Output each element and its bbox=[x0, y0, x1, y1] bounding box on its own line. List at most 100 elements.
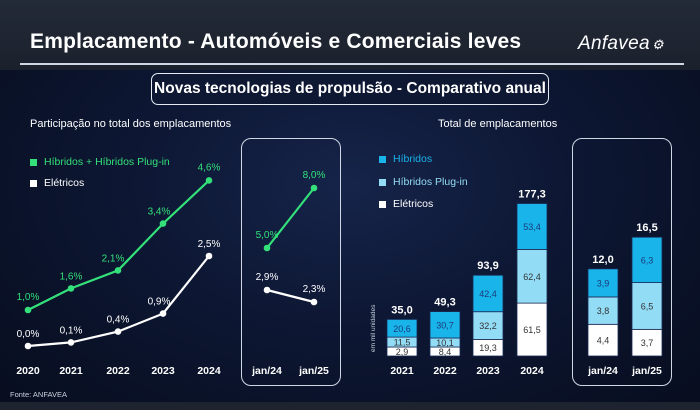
bar-value-label: 42,4 bbox=[479, 289, 497, 299]
x-tick-label: 2024 bbox=[197, 365, 221, 377]
x-tick-label: 2023 bbox=[476, 365, 500, 377]
x-tick-label: 2022 bbox=[433, 365, 457, 377]
bar-segment bbox=[516, 249, 548, 304]
bar-value-label: 6,5 bbox=[641, 301, 654, 311]
data-label: 2,5% bbox=[198, 239, 221, 250]
bar-total-label: 16,5 bbox=[636, 222, 657, 234]
data-point bbox=[310, 298, 318, 306]
bar-value-label: 20,6 bbox=[393, 324, 411, 334]
bar-segment bbox=[631, 282, 663, 330]
data-point bbox=[205, 177, 213, 184]
data-point bbox=[67, 339, 75, 346]
data-label: 2,1% bbox=[102, 253, 125, 264]
bar-value-label: 53,4 bbox=[523, 222, 541, 232]
data-point bbox=[159, 220, 167, 227]
right-chart-title: Total de emplacamentos bbox=[438, 118, 558, 130]
x-tick-label: 2020 bbox=[16, 365, 40, 377]
bar-total-label: 93,9 bbox=[477, 260, 498, 272]
data-point bbox=[114, 267, 122, 274]
bar-segment bbox=[516, 302, 548, 357]
x-tick-label: 2024 bbox=[520, 365, 544, 377]
data-point bbox=[263, 286, 271, 294]
bar-total-label: 12,0 bbox=[592, 254, 613, 266]
page-title: Emplacamento - Automóveis e Comerciais l… bbox=[30, 30, 522, 53]
bar-value-label: 61,5 bbox=[523, 325, 541, 335]
left-chart-title: Participação no total dos emplacamentos bbox=[30, 118, 232, 130]
data-point bbox=[159, 310, 167, 317]
legend-label: Híbridos Plug-in bbox=[393, 176, 468, 189]
data-point bbox=[24, 306, 32, 314]
title-divider bbox=[20, 63, 684, 65]
data-label: 4,6% bbox=[198, 162, 221, 173]
legend-electric-right: Elétricos bbox=[379, 198, 433, 210]
x-tick-label: jan/25 bbox=[631, 365, 662, 377]
data-label: 5,0% bbox=[256, 230, 279, 241]
brand-name: Anfavea bbox=[578, 33, 650, 54]
legend-electric-left: Elétricos bbox=[30, 177, 84, 189]
data-label: 2,9% bbox=[256, 272, 279, 283]
legend-swatch-white bbox=[379, 200, 386, 208]
data-point bbox=[205, 252, 213, 260]
bar-value-label: 19,3 bbox=[479, 343, 497, 353]
bar-value-label: 62,4 bbox=[523, 272, 541, 282]
bar-total-label: 177,3 bbox=[518, 189, 546, 201]
bar-value-label: 10,1 bbox=[436, 338, 454, 348]
header-bar bbox=[0, 0, 700, 70]
legend-label: Elétricos bbox=[44, 177, 85, 190]
bar-segment bbox=[587, 296, 619, 325]
bar-value-label: 3,8 bbox=[597, 306, 610, 316]
subtitle-box: Novas tecnologias de propulsão - Compara… bbox=[151, 73, 549, 105]
data-label: 0,4% bbox=[107, 315, 130, 326]
legend-swatch-white bbox=[30, 179, 37, 187]
total-jan-bar-chart: 4,4 3,8 3,9 12,0 jan/24 3,7 6,5 6,3 16,5 jan/25 bbox=[587, 222, 663, 377]
data-label: 0,1% bbox=[60, 325, 83, 336]
bar-value-label: 4,4 bbox=[597, 336, 610, 346]
data-point bbox=[310, 184, 318, 192]
legend-label: Híbridos + Híbridos Plug-in bbox=[44, 156, 170, 169]
bar-value-label: 3,7 bbox=[641, 338, 654, 348]
legend-label: Elétricos bbox=[393, 198, 434, 211]
x-tick-label: 2023 bbox=[151, 365, 175, 377]
series-line-hybrid bbox=[266, 187, 315, 249]
bar-value-label: 8,4 bbox=[439, 347, 452, 357]
data-label: 1,6% bbox=[60, 271, 83, 282]
x-tick-label: 2022 bbox=[106, 365, 130, 377]
bar-total-label: 49,3 bbox=[434, 297, 455, 309]
participation-line-chart: 1,0% 1,6% 2,1% 3,4% 4,6% 0,0% 0,1% 0,4% 0,9% 2,5%… bbox=[16, 162, 221, 377]
bar-value-label: 2,9 bbox=[396, 347, 409, 357]
x-tick-label: 2021 bbox=[59, 365, 83, 377]
data-label: 2,3% bbox=[303, 284, 326, 295]
bar-segment bbox=[631, 236, 663, 283]
data-label: 1,0% bbox=[17, 292, 40, 303]
bar-value-label: 32,2 bbox=[479, 321, 497, 331]
data-point bbox=[263, 244, 271, 252]
right-jan-panel bbox=[572, 138, 672, 386]
data-label: 0,9% bbox=[148, 297, 171, 308]
data-point bbox=[24, 342, 32, 350]
footer-strip bbox=[0, 402, 700, 410]
bar-segment bbox=[516, 203, 548, 250]
legend-swatch-blue bbox=[379, 155, 386, 163]
x-tick-label: jan/24 bbox=[251, 365, 282, 377]
brand-logo: Anfavea ⚙ bbox=[578, 33, 664, 55]
bar-segment bbox=[472, 311, 504, 340]
data-point bbox=[67, 285, 75, 292]
bar-segment bbox=[631, 328, 663, 357]
y-axis-label: em mil unidades bbox=[370, 304, 377, 352]
bar-value-label: 11,5 bbox=[394, 338, 411, 348]
legend-swatch-green bbox=[30, 158, 37, 166]
bar-value-label: 3,9 bbox=[597, 278, 610, 288]
legend-plugin: Híbridos Plug-in bbox=[379, 176, 468, 188]
gear-icon: ⚙ bbox=[651, 37, 664, 52]
legend-hibridos: Híbridos bbox=[379, 153, 432, 165]
x-tick-label: jan/24 bbox=[587, 365, 618, 377]
bar-value-label: 30,7 bbox=[436, 320, 454, 330]
bar-value-label: 6,3 bbox=[641, 255, 654, 265]
left-jan-panel bbox=[241, 138, 341, 386]
series-line-electric bbox=[266, 288, 315, 304]
data-label: 0,0% bbox=[17, 329, 40, 340]
bar-segment bbox=[472, 274, 504, 313]
x-tick-label: 2021 bbox=[390, 365, 414, 377]
legend-hybrid-combined: Híbridos + Híbridos Plug-in bbox=[30, 156, 170, 168]
